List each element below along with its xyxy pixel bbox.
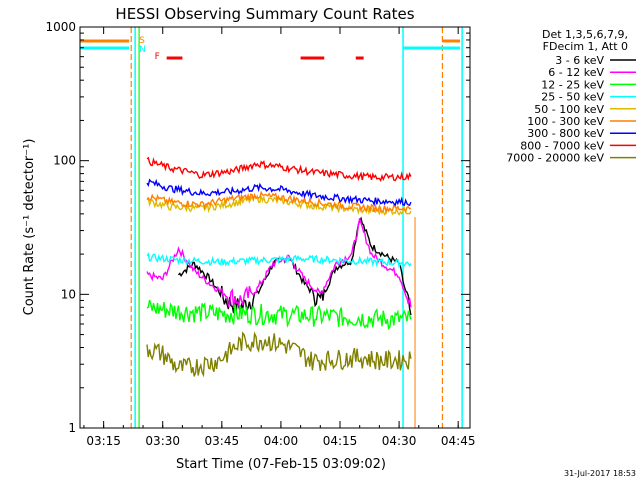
legend-header-1: FDecim 1, Att 0 [543,40,628,53]
y-tick-label-0: 1 [68,421,76,435]
x-tick-label-6: 04:45 [441,434,476,448]
x-tick-label-4: 04:15 [323,434,358,448]
plot-frame [79,26,471,429]
saa-label: S [139,36,145,46]
x-axis: 03:15 03:30 03:45 04:00 04:15 04:30 04:45 [83,27,476,448]
chart-title: HESSI Observing Summary Count Rates [115,5,414,23]
legend-entry-3: 25 - 50 keV [541,91,604,104]
plot-area: SNF [80,27,463,428]
series-line-7 [146,156,412,182]
flare-label: F [155,52,160,62]
series-line-5 [146,190,412,215]
x-axis-label: Start Time (07-Feb-15 03:09:02) [176,457,386,472]
timestamp-footer: 31-Jul-2017 18:53 [564,469,636,478]
x-tick-label-2: 03:45 [205,434,240,448]
legend-entry-4: 50 - 100 keV [534,103,604,116]
legend-entry-7: 800 - 7000 keV [520,139,604,152]
legend-entry-6: 300 - 800 keV [527,127,604,140]
y-tick-label-2: 100 [53,154,76,168]
legend-entry-5: 100 - 300 keV [527,115,604,128]
x-tick-label-5: 04:30 [382,434,417,448]
legend: Det 1,3,5,6,7,9,FDecim 1, Att 03 - 6 keV… [506,28,636,165]
y-axis-label: Count Rate (s⁻¹ detector⁻¹) [22,139,37,316]
series-line-8 [146,331,412,378]
x-tick-label-3: 04:00 [264,434,299,448]
series-line-3 [146,252,412,269]
legend-entry-1: 6 - 12 keV [548,66,604,79]
legend-entry-0: 3 - 6 keV [555,54,604,67]
y-tick-label-3: 1000 [45,20,76,34]
x-tick-label-1: 03:30 [145,434,180,448]
legend-header-0: Det 1,3,5,6,7,9, [542,28,628,41]
legend-entry-8: 7000 - 20000 keV [506,152,604,165]
x-tick-label-0: 03:15 [86,434,121,448]
y-tick-label-1: 10 [61,287,76,301]
legend-entry-2: 12 - 25 keV [541,78,604,91]
series-line-6 [146,178,412,207]
series-line-2 [146,299,412,330]
y-axis: 1 10 100 1000 [45,20,470,435]
night-label: N [139,45,146,55]
